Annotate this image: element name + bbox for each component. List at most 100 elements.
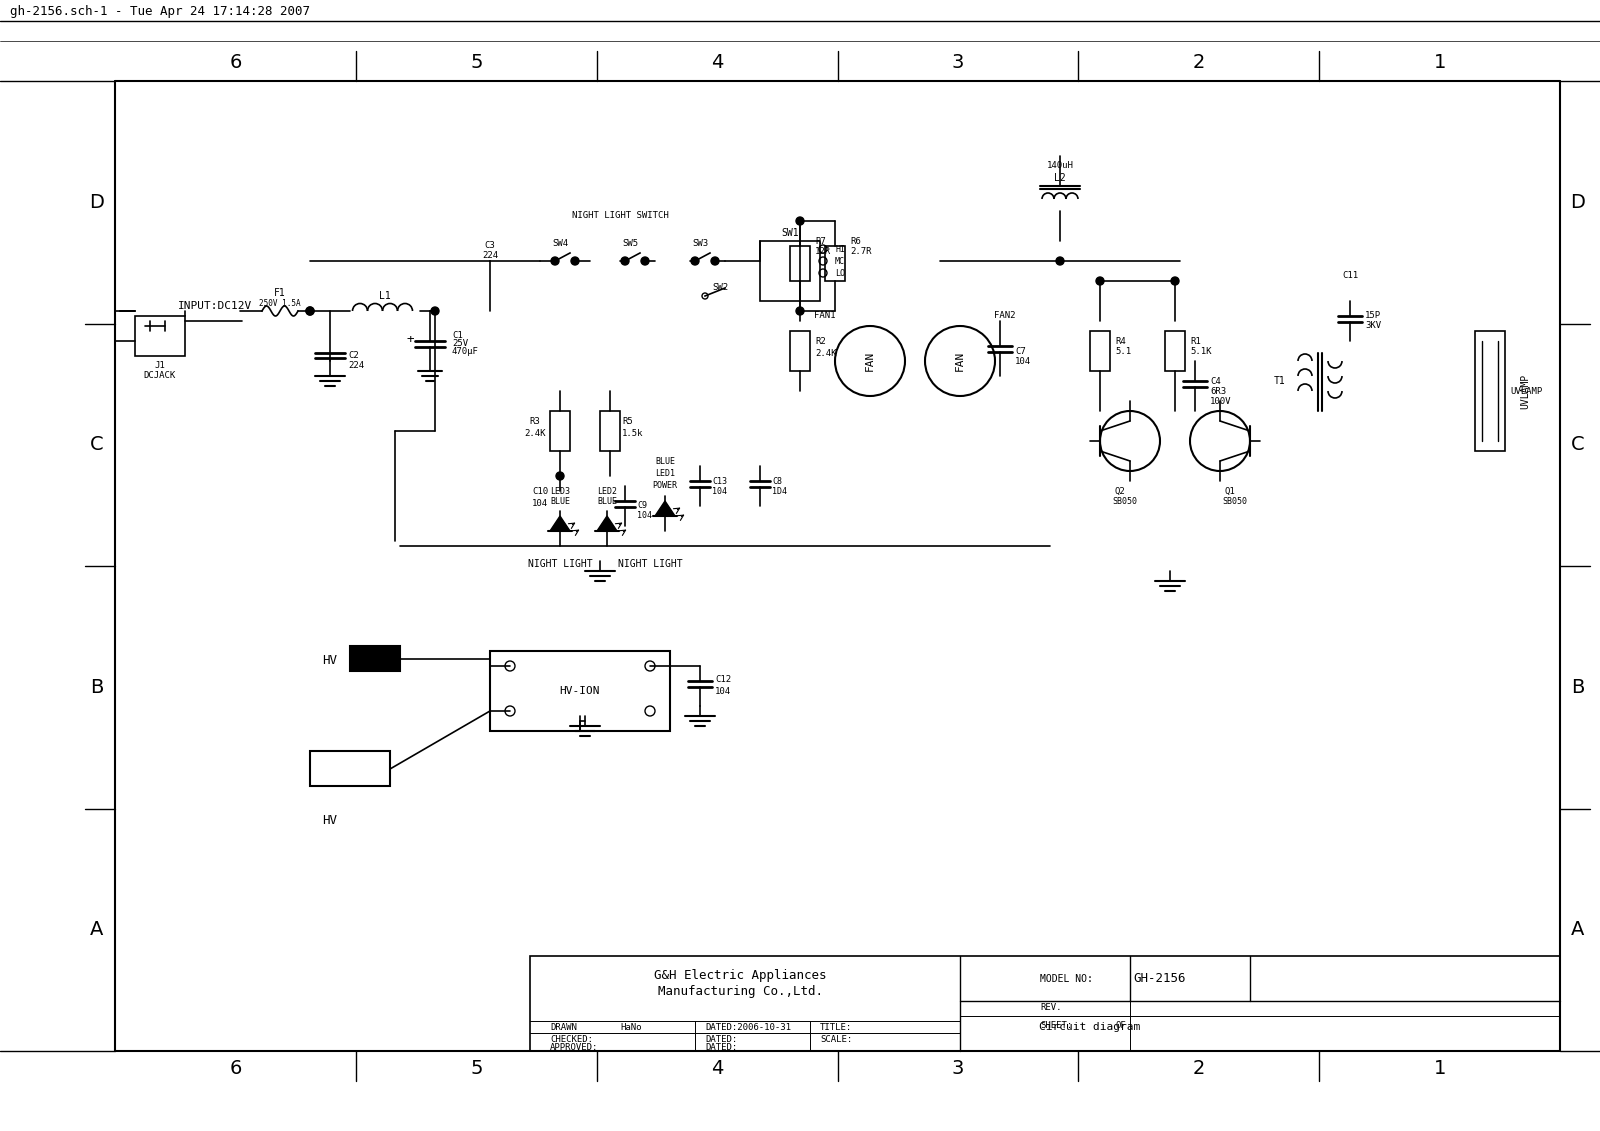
Bar <box>826 247 845 280</box>
Polygon shape <box>654 501 675 516</box>
Circle shape <box>797 307 805 316</box>
Circle shape <box>557 472 563 480</box>
Circle shape <box>571 257 579 265</box>
Text: 3KV: 3KV <box>1365 321 1381 330</box>
Text: A: A <box>90 921 104 939</box>
Text: 2.4K: 2.4K <box>814 348 837 357</box>
Text: R3: R3 <box>530 416 541 425</box>
Bar <box>550 411 570 451</box>
Text: 4: 4 <box>710 53 723 72</box>
Text: LED1: LED1 <box>654 468 675 477</box>
Text: Q2: Q2 <box>1115 486 1125 495</box>
Bar <box>490 651 670 731</box>
Text: 25V: 25V <box>453 339 469 348</box>
Text: C12: C12 <box>715 674 731 683</box>
Text: 1: 1 <box>1434 53 1446 72</box>
Bar <box>790 247 810 280</box>
Bar <box>350 646 400 671</box>
Text: 3: 3 <box>952 53 965 72</box>
Text: LED3: LED3 <box>550 486 570 495</box>
Text: HV: HV <box>323 814 338 828</box>
Text: UVLAMP: UVLAMP <box>1510 387 1542 396</box>
Text: R4: R4 <box>1115 337 1126 345</box>
Text: 104: 104 <box>531 499 549 508</box>
Text: SB050: SB050 <box>1112 497 1138 506</box>
Text: 104: 104 <box>1014 356 1030 365</box>
Text: 1: 1 <box>1434 1060 1446 1079</box>
Text: UVLAMP: UVLAMP <box>1520 373 1530 408</box>
Text: NIGHT LIGHT: NIGHT LIGHT <box>528 559 592 569</box>
Circle shape <box>306 307 314 316</box>
Text: C: C <box>1571 435 1586 455</box>
Text: Circuit diagram: Circuit diagram <box>1040 1022 1141 1031</box>
Text: HV: HV <box>323 655 338 667</box>
Text: C: C <box>90 435 104 455</box>
Text: C13: C13 <box>712 476 726 485</box>
Text: DATED:: DATED: <box>706 1035 738 1044</box>
Text: 5: 5 <box>470 1060 483 1079</box>
Text: MODEL NO:: MODEL NO: <box>1040 974 1093 984</box>
Polygon shape <box>597 516 618 530</box>
Text: C8: C8 <box>771 476 782 485</box>
Text: SW4: SW4 <box>552 239 568 248</box>
Text: 4: 4 <box>710 1060 723 1079</box>
Bar <box>310 751 390 786</box>
Circle shape <box>710 257 718 265</box>
Bar <box>1090 331 1110 371</box>
Text: HV-ION: HV-ION <box>560 687 600 696</box>
Text: D: D <box>90 192 104 211</box>
Text: DRAWN: DRAWN <box>550 1022 578 1031</box>
Circle shape <box>430 307 438 316</box>
Text: SW5: SW5 <box>622 239 638 248</box>
Text: 104: 104 <box>637 511 653 520</box>
Text: SW3: SW3 <box>691 239 709 248</box>
Text: 100V: 100V <box>1210 397 1232 406</box>
Text: C1: C1 <box>453 331 462 340</box>
Text: 2.7R: 2.7R <box>850 247 872 256</box>
Text: R7: R7 <box>814 236 826 245</box>
Text: L1: L1 <box>379 291 390 301</box>
Text: LO: LO <box>835 268 845 277</box>
Text: L2: L2 <box>1054 173 1066 183</box>
Text: CHECKED:: CHECKED: <box>550 1035 594 1044</box>
Text: REV.: REV. <box>1040 1002 1061 1011</box>
Text: 250V 1.5A: 250V 1.5A <box>259 299 301 308</box>
Text: DCJACK: DCJACK <box>144 371 176 380</box>
Text: SW2: SW2 <box>712 284 728 293</box>
Text: TITLE:: TITLE: <box>819 1022 853 1031</box>
Text: 12R: 12R <box>814 247 830 256</box>
Text: 1.5k: 1.5k <box>622 429 643 438</box>
Text: DATED:: DATED: <box>706 1043 738 1052</box>
Text: 104: 104 <box>712 486 726 495</box>
Text: SHEET:: SHEET: <box>1040 1021 1072 1030</box>
Bar <box>1165 331 1186 371</box>
Bar <box>134 316 186 356</box>
Text: F1: F1 <box>274 288 286 297</box>
Text: 2.4K: 2.4K <box>525 429 546 438</box>
Text: BLUE: BLUE <box>597 497 618 506</box>
Text: R2: R2 <box>814 337 826 345</box>
Text: 5.1: 5.1 <box>1115 346 1131 355</box>
Text: FAN: FAN <box>866 351 875 371</box>
Text: C10: C10 <box>531 486 549 495</box>
Text: 5.1K: 5.1K <box>1190 346 1211 355</box>
Text: C2: C2 <box>349 352 358 361</box>
Text: gh-2156.sch-1 - Tue Apr 24 17:14:28 2007: gh-2156.sch-1 - Tue Apr 24 17:14:28 2007 <box>10 5 310 17</box>
Text: 15P: 15P <box>1365 311 1381 320</box>
Text: J1: J1 <box>155 362 165 371</box>
Text: C9: C9 <box>637 501 646 510</box>
Bar <box>530 956 1560 1051</box>
Text: R1: R1 <box>1190 337 1200 345</box>
Text: 5: 5 <box>470 53 483 72</box>
Bar <box>600 411 621 451</box>
Circle shape <box>306 307 314 316</box>
Bar <box>790 331 810 371</box>
Text: DATED:2006-10-31: DATED:2006-10-31 <box>706 1022 790 1031</box>
Text: A: A <box>1571 921 1584 939</box>
Text: 3: 3 <box>952 1060 965 1079</box>
Text: FAN1: FAN1 <box>814 311 835 320</box>
Bar <box>760 241 819 301</box>
Text: 104: 104 <box>715 687 731 696</box>
Text: NIGHT LIGHT SWITCH: NIGHT LIGHT SWITCH <box>571 211 669 221</box>
Text: B: B <box>1571 677 1584 697</box>
